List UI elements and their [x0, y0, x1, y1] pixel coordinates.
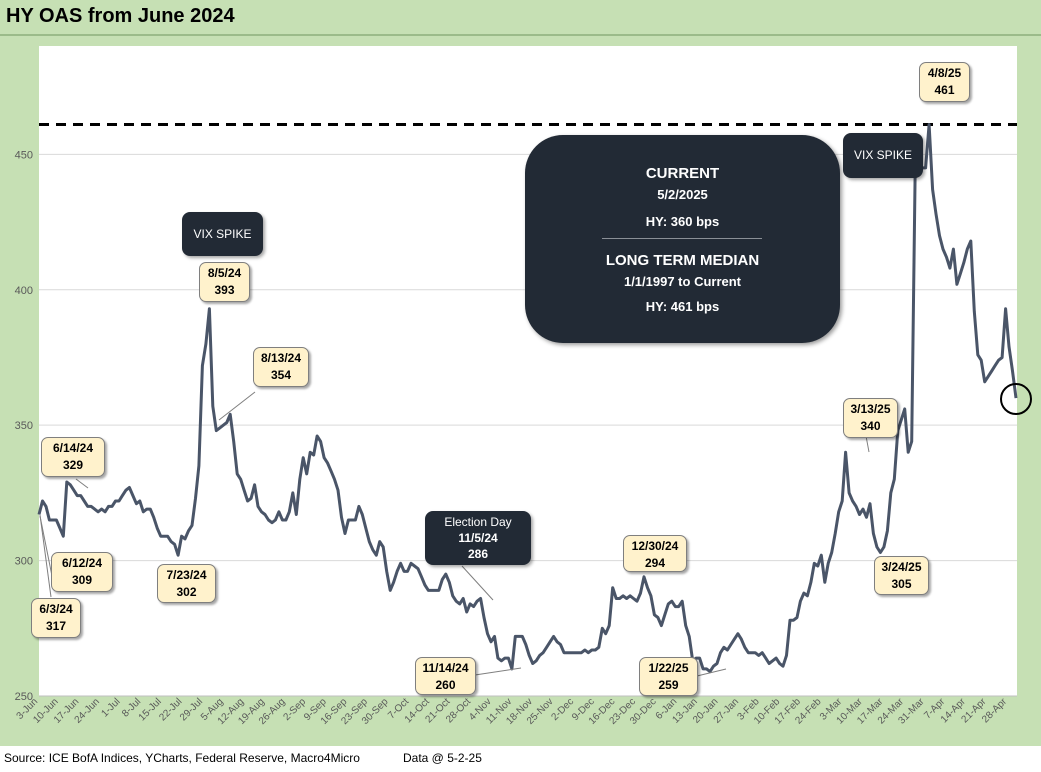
- y-tick-label: 350: [15, 420, 33, 432]
- median-period: 1/1/1997 to Current: [623, 274, 742, 289]
- callout-date: 1/22/25: [648, 661, 689, 675]
- callout-value: 340: [860, 419, 881, 433]
- current-date: 5/2/2025: [657, 187, 708, 202]
- title-bar: HY OAS from June 2024: [0, 0, 1041, 36]
- callout-7-23-24: 7/23/24 302: [157, 564, 216, 603]
- callout-8-5-24: 8/5/24 393: [199, 262, 250, 302]
- callout-value: 260: [435, 678, 456, 692]
- callout-date: 6/3/24: [39, 602, 73, 616]
- callout-value: 317: [45, 619, 67, 633]
- election-day-label: Election Day 11/5/24 286: [425, 511, 531, 565]
- callout-date: 3/13/25: [850, 402, 891, 416]
- callout-value: 329: [62, 458, 84, 472]
- chart-svg: 2503003504004503-Jun10-Jun17-Jun24-Jun1-…: [15, 123, 1032, 727]
- callout-3-13-25: 3/13/25 340: [843, 398, 898, 438]
- current-point-marker: [1000, 383, 1032, 415]
- median-heading: LONG TERM MEDIAN: [605, 252, 760, 269]
- callout-value: 259: [658, 678, 679, 692]
- vix-spike-label-aug: VIX SPIKE: [182, 212, 263, 256]
- callout-leader-line: [461, 565, 494, 601]
- callout-value: 393: [214, 283, 235, 297]
- callout-date: 4/8/25: [927, 66, 962, 80]
- election-value: 286: [467, 547, 489, 561]
- x-tick-label: 2-Dec: [550, 696, 577, 723]
- hy-oas-line: [37, 123, 1018, 674]
- callout-8-13-24: 8/13/24 354: [253, 347, 309, 387]
- callout-3-24-25: 3/24/25 305: [874, 556, 929, 595]
- callout-6-3-24: 6/3/24 317: [31, 598, 81, 638]
- callout-value: 302: [176, 585, 197, 599]
- current-value: HY: 360 bps: [645, 214, 720, 229]
- callout-leader-line: [75, 478, 89, 489]
- callout-6-12-24: 6/12/24 309: [51, 552, 113, 592]
- x-tick-label: 1-Jul: [99, 696, 122, 719]
- data-date-note: Data @ 5-2-25: [403, 751, 482, 765]
- callout-value: 305: [891, 577, 912, 591]
- vix-spike-label-apr: VIX SPIKE: [843, 133, 923, 178]
- callout-date: 6/14/24: [52, 441, 94, 455]
- info-divider: [602, 238, 762, 239]
- y-tick-label: 300: [15, 556, 33, 568]
- current-heading: CURRENT: [645, 165, 720, 182]
- callout-leader-line: [39, 514, 52, 598]
- footer: Source: ICE BofA Indices, YCharts, Feder…: [0, 747, 1041, 772]
- callout-value: 294: [644, 556, 666, 570]
- callout-leader-line: [39, 515, 53, 577]
- median-value: HY: 461 bps: [645, 299, 720, 314]
- x-tick-label: 29-Jul: [178, 696, 205, 723]
- callout-date: 3/24/25: [881, 560, 922, 574]
- callout-leader-line: [865, 435, 870, 453]
- callout-date: 11/14/24: [422, 661, 469, 675]
- callout-value: 461: [934, 83, 955, 97]
- election-date: 11/5/24: [458, 531, 498, 545]
- x-tick-label: 2-Sep: [281, 696, 308, 723]
- y-tick-label: 250: [15, 691, 33, 703]
- callout-date: 6/12/24: [61, 556, 103, 570]
- callout-leader-line: [474, 667, 522, 676]
- callout-1-22-25: 1/22/25 259: [639, 657, 698, 696]
- source-note: Source: ICE BofA Indices, YCharts, Feder…: [4, 751, 360, 765]
- callout-leader-line: [696, 668, 727, 677]
- callout-date: 7/23/24: [166, 568, 207, 582]
- callout-value: 309: [71, 573, 93, 587]
- info-box: CURRENT 5/2/2025 HY: 360 bps LONG TERM M…: [525, 135, 840, 343]
- callout-12-30-24: 12/30/24 294: [623, 535, 687, 572]
- callout-leader-line: [218, 391, 256, 421]
- callout-date: 8/5/24: [207, 266, 242, 280]
- callout-11-14-24: 11/14/24 260: [415, 657, 476, 695]
- election-title: Election Day: [444, 515, 512, 529]
- callout-value: 354: [270, 368, 292, 382]
- chart-title: HY OAS from June 2024: [6, 5, 235, 27]
- callout-6-14-24: 6/14/24 329: [41, 437, 105, 477]
- callout-4-8-25: 4/8/25 461: [919, 62, 970, 102]
- callout-date: 12/30/24: [631, 539, 679, 553]
- y-tick-label: 450: [15, 149, 33, 161]
- callout-date: 8/13/24: [260, 351, 302, 365]
- y-tick-label: 400: [15, 285, 33, 297]
